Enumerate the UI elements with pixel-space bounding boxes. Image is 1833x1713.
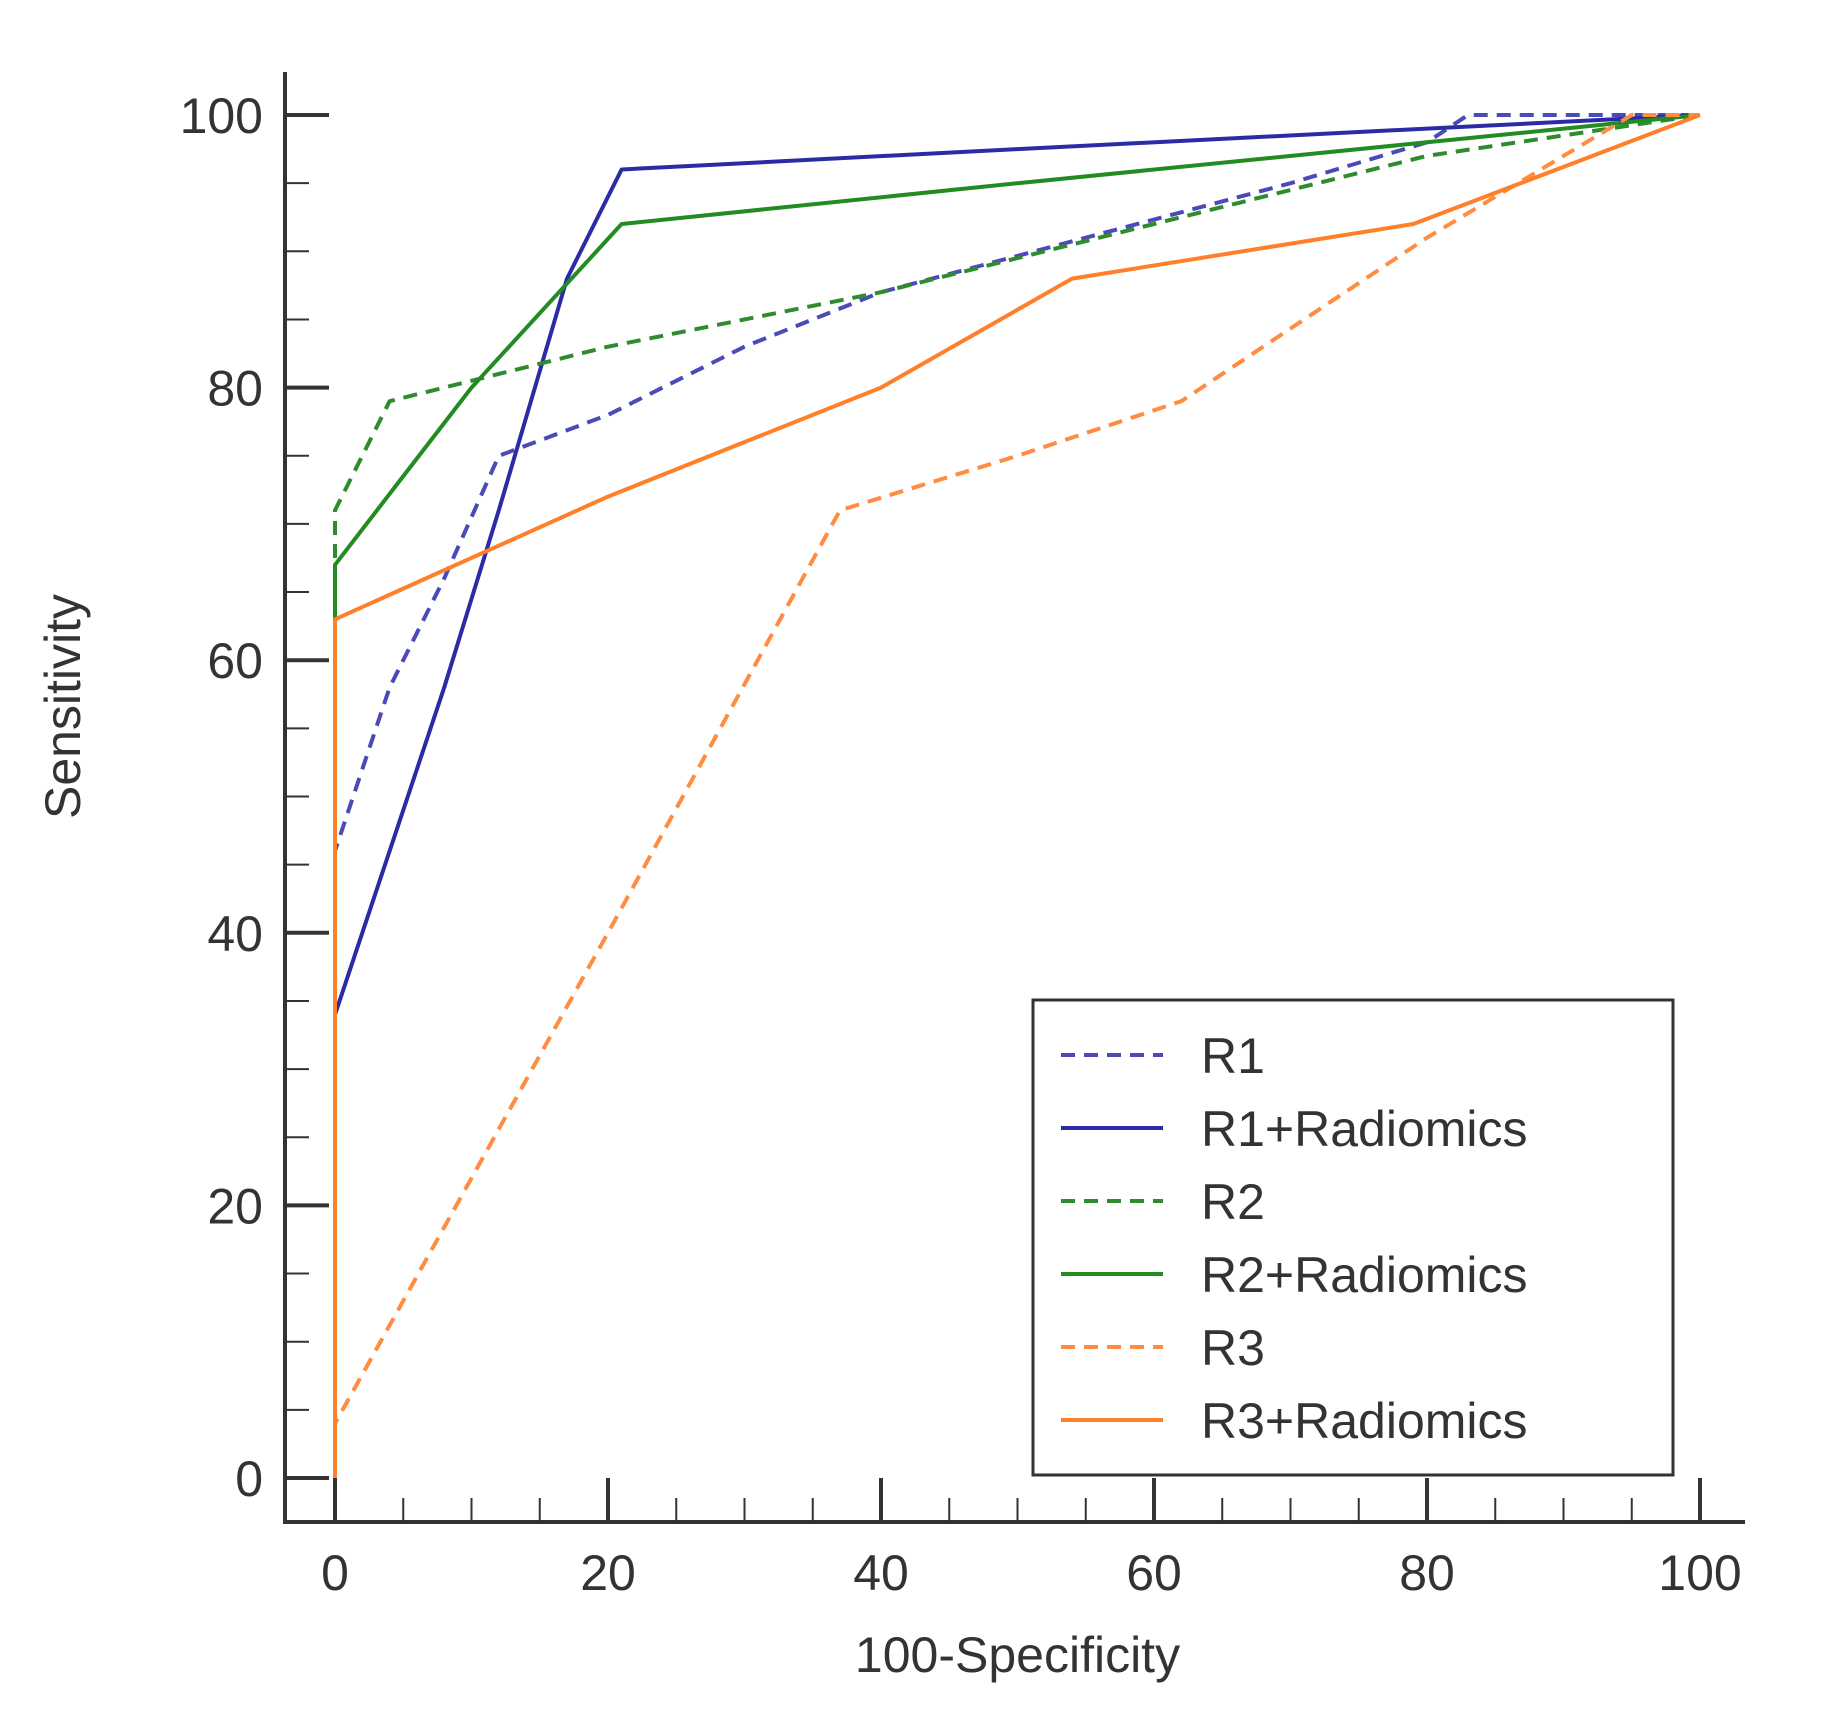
legend-label: R2: [1201, 1174, 1265, 1230]
series-layer: [333, 113, 1701, 1478]
legend-box: [1031, 998, 1675, 1477]
legend-items: R1 R1+Radiomics R2 R2+Radiomics R3 R3+Radiomi…: [1061, 1028, 1528, 1449]
legend-label: R3: [1201, 1320, 1265, 1376]
series-line-2: [333, 113, 1701, 1478]
legend: R1 R1+Radiomics R2 R2+Radiomics R3 R3+Radiomi…: [1031, 998, 1675, 1477]
legend-entry: R1+Radiomics: [1061, 1101, 1528, 1157]
x-tick-label: 0: [321, 1545, 349, 1601]
legend-entry: R2+Radiomics: [1061, 1247, 1528, 1303]
legend-label: R2+Radiomics: [1201, 1247, 1528, 1303]
ticks: 0 20 40 60 80 100 0 20 40 60 80 100: [180, 88, 1742, 1601]
legend-label: R1: [1201, 1028, 1265, 1084]
x-tick-label: 40: [853, 1545, 909, 1601]
series-line-6: [333, 113, 1701, 1478]
y-tick-label: 20: [207, 1178, 263, 1234]
y-tick-label: 0: [235, 1451, 263, 1507]
x-tick-label: 20: [580, 1545, 636, 1601]
x-tick-label: 80: [1399, 1545, 1455, 1601]
series-line-3: [333, 113, 1701, 1478]
y-tick-label: 40: [207, 906, 263, 962]
series-line-4: [333, 113, 1701, 1478]
series-line-1: [333, 113, 1700, 1478]
x-tick-label: 60: [1126, 1545, 1182, 1601]
y-tick-label: 60: [207, 633, 263, 689]
legend-label: R3+Radiomics: [1201, 1393, 1528, 1449]
x-axis-title: 100-Specificity: [855, 1627, 1180, 1683]
series-line-5: [333, 113, 1700, 1478]
legend-entry: R3+Radiomics: [1061, 1393, 1528, 1449]
legend-entry: R3: [1061, 1320, 1265, 1376]
y-tick-label: 80: [207, 361, 263, 417]
legend-entry: R1: [1061, 1028, 1265, 1084]
legend-label: R1+Radiomics: [1201, 1101, 1528, 1157]
y-axis-title: Sensitivity: [35, 594, 91, 819]
legend-entry: R2: [1061, 1174, 1265, 1230]
x-tick-label: 100: [1658, 1545, 1741, 1601]
y-tick-label: 100: [180, 88, 263, 144]
